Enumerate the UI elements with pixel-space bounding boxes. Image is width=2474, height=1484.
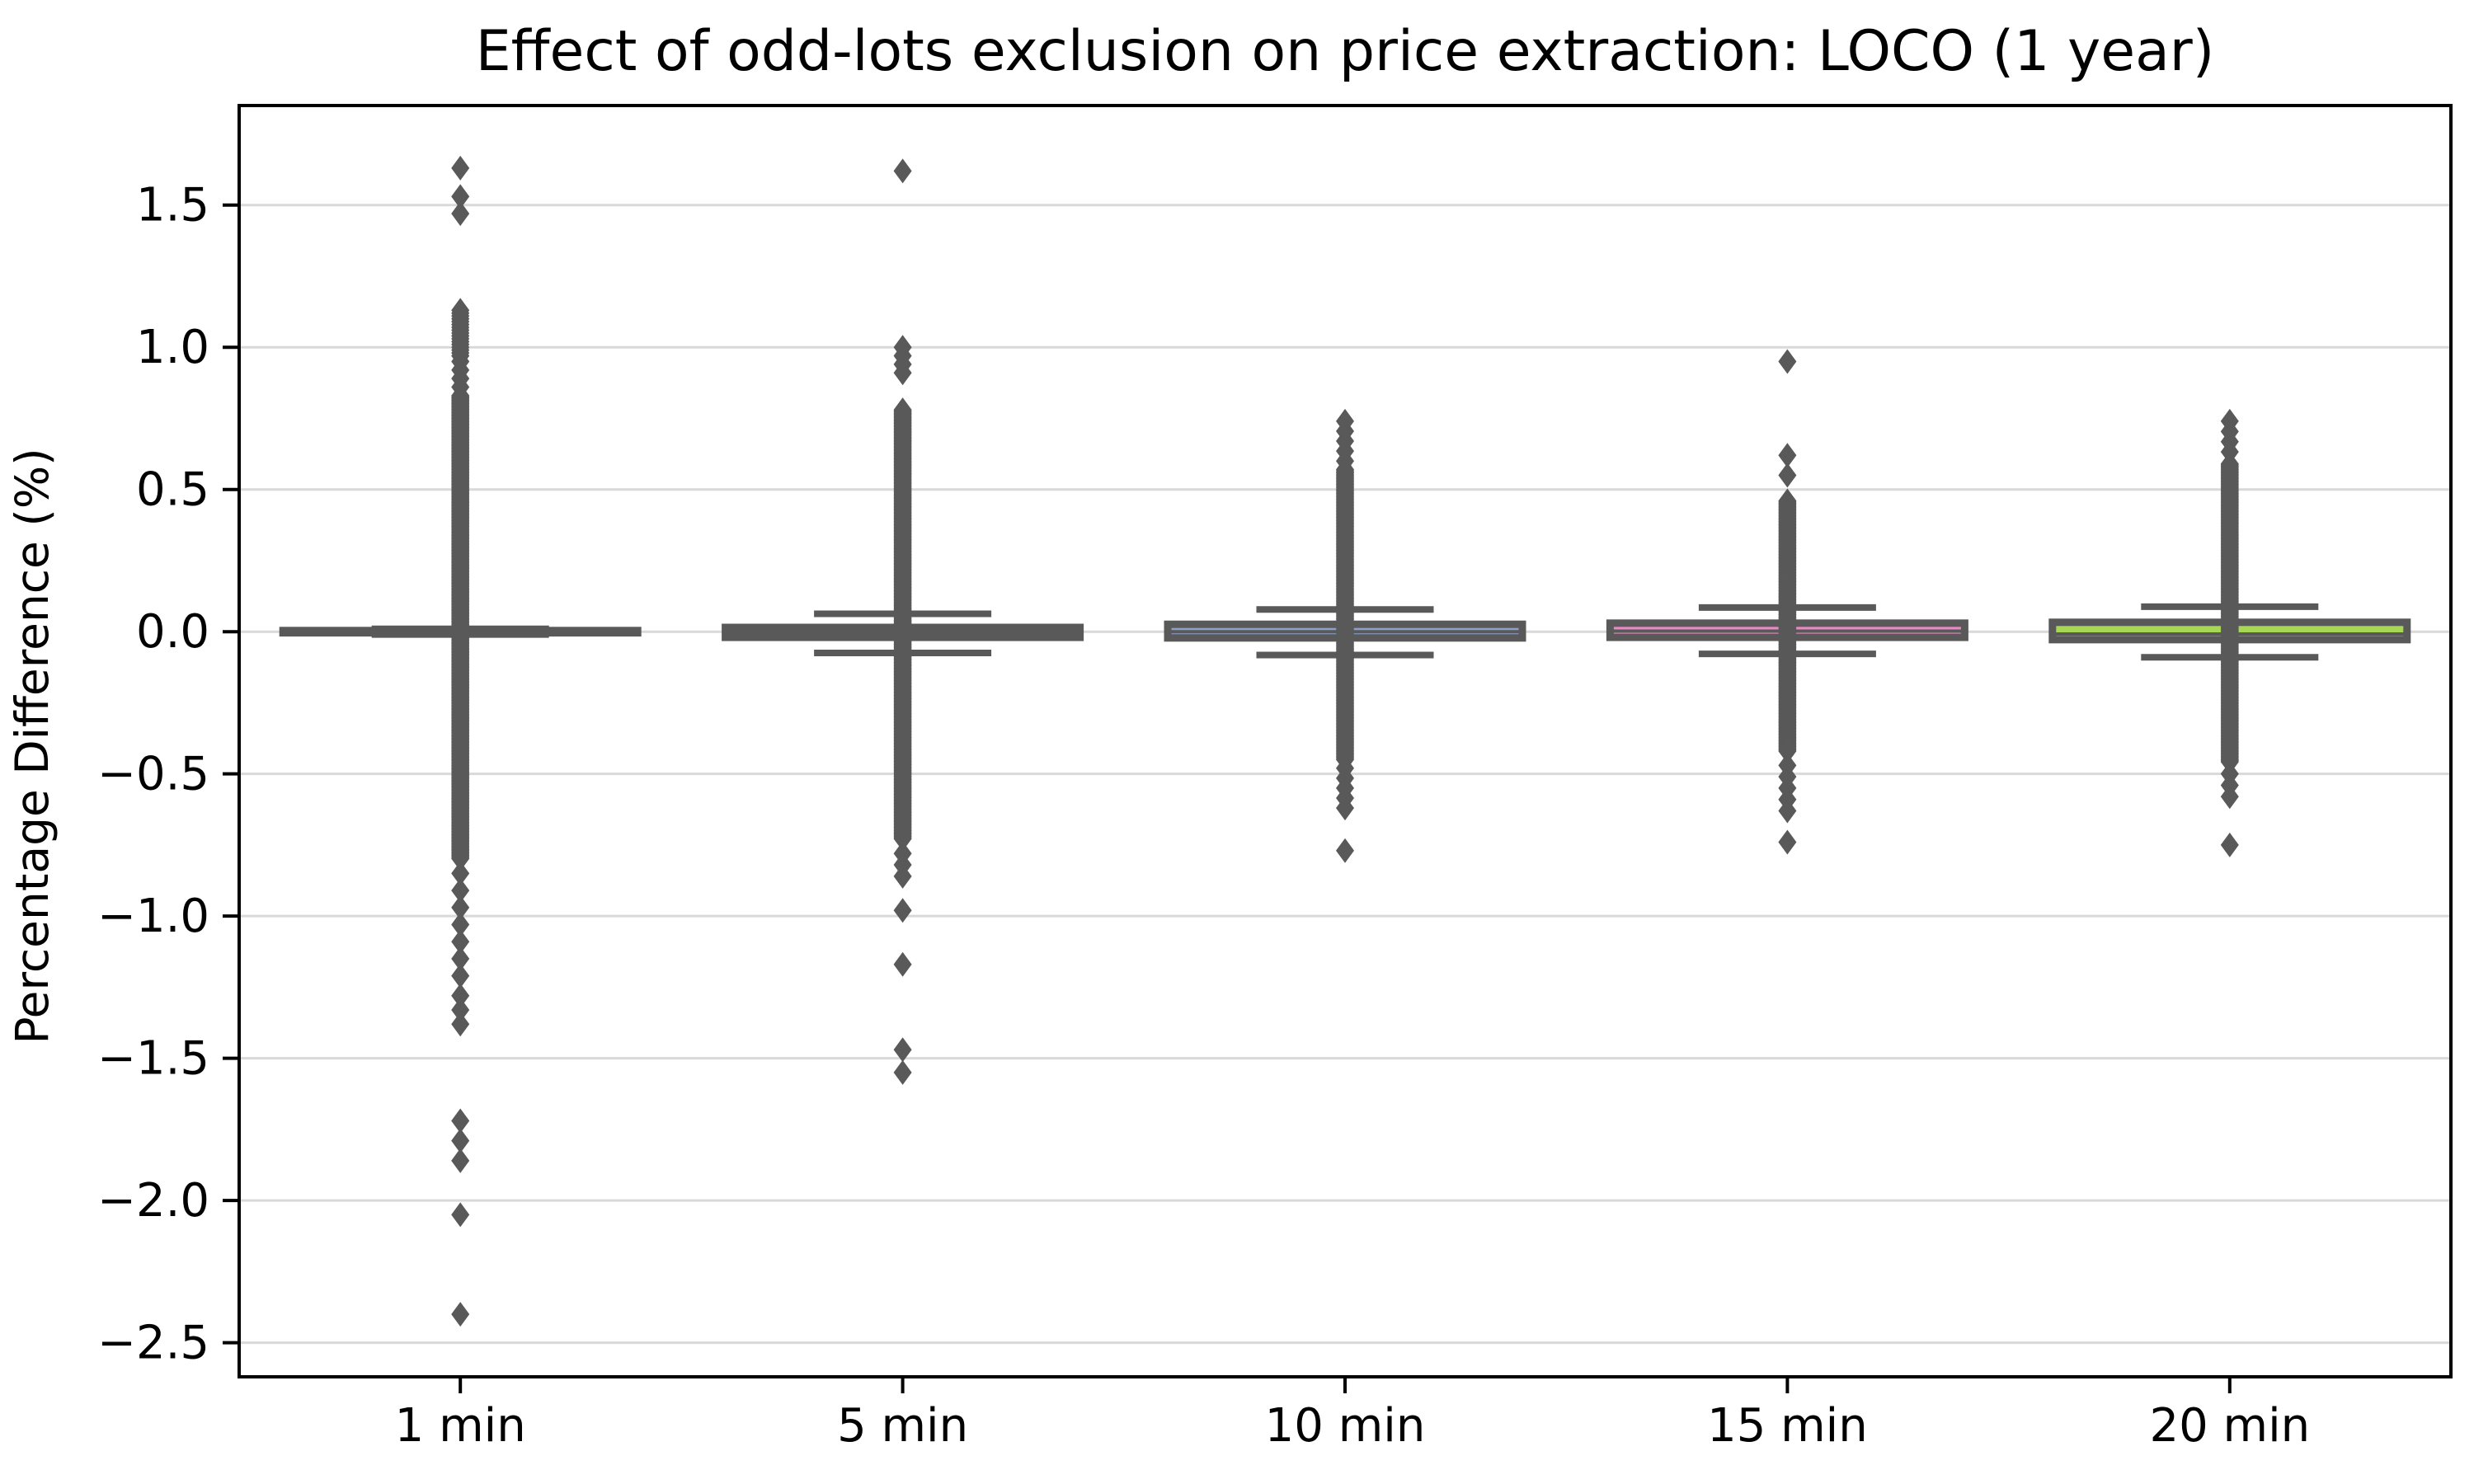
y-tick-label: −2.5 [97, 1317, 209, 1370]
flier-diamond [893, 360, 912, 386]
flier-diamond [893, 863, 912, 889]
flier-diamond [893, 951, 912, 977]
flier-diamond [451, 861, 470, 886]
flier-diamond [451, 963, 470, 989]
box-series [279, 155, 2411, 1327]
flier-diamond [451, 929, 470, 955]
flier-diamond [451, 946, 470, 971]
y-tick-label: 0.5 [136, 463, 209, 517]
y-tick-label: 0.0 [136, 605, 209, 659]
x-tick-label-10-min: 10 min [1265, 1399, 1426, 1453]
box-group-20-min [2048, 408, 2411, 857]
y-tick-label: 1.5 [136, 179, 209, 232]
flier-diamond [1778, 739, 1797, 764]
box-group-10-min [1164, 408, 1526, 863]
flier-diamond [451, 912, 470, 937]
flier-diamond [1778, 443, 1797, 468]
flier-diamond [451, 1108, 470, 1134]
outlier-fliers [1778, 349, 1797, 855]
y-tick-label: −1.5 [97, 1032, 209, 1086]
flier-diamond [2220, 832, 2239, 857]
chart-title: Effect of odd-lots exclusion on price ex… [476, 19, 2215, 84]
axis-tick-labels: 1.5 1.0 0.5 0.0 −0.5 −1.0 −1.5 −2.0 −2.5 1 min 5 m… [97, 179, 2310, 1453]
flier-diamond [893, 898, 912, 923]
axis-ticks [223, 203, 2232, 1393]
flier-diamond [451, 846, 470, 871]
flier-diamond [451, 1302, 470, 1327]
flier-diamond [451, 1148, 470, 1173]
outlier-fliers [1336, 408, 1354, 863]
flier-diamond [1336, 838, 1354, 863]
flier-diamond [893, 1059, 912, 1085]
outlier-fliers [893, 158, 912, 1085]
x-tick-label-5-min: 5 min [837, 1399, 968, 1453]
outlier-fliers [451, 155, 470, 1327]
box-group-15-min [1606, 349, 1968, 855]
flier-diamond [451, 1012, 470, 1037]
flier-diamond [2220, 784, 2239, 810]
x-tick-label-15-min: 15 min [1707, 1399, 1868, 1453]
y-axis-label: Percentage Difference (%) [6, 448, 59, 1044]
outlier-fliers [2220, 408, 2239, 857]
flier-diamond [451, 184, 470, 209]
flier-diamond [1778, 463, 1797, 488]
x-tick-label-1-min: 1 min [395, 1399, 526, 1453]
flier-diamond [451, 983, 470, 1008]
flier-diamond [1778, 829, 1797, 855]
y-tick-label: 1.0 [136, 321, 209, 374]
flier-diamond [893, 158, 912, 184]
flier-diamond [1778, 349, 1797, 374]
y-tick-label: −2.0 [97, 1174, 209, 1228]
box-group-1-min [279, 155, 642, 1327]
flier-diamond [451, 878, 470, 904]
flier-diamond [1336, 796, 1354, 821]
flier-diamond [451, 997, 470, 1022]
flier-diamond [451, 155, 470, 181]
flier-diamond [451, 201, 470, 227]
y-tick-label: −1.0 [97, 890, 209, 943]
flier-diamond [893, 1037, 912, 1063]
flier-diamond [1778, 798, 1797, 824]
box-group-5-min [722, 158, 1084, 1085]
flier-diamond [451, 1128, 470, 1153]
flier-diamond [451, 1202, 470, 1228]
x-tick-label-20-min: 20 min [2149, 1399, 2310, 1453]
y-tick-label: −0.5 [97, 748, 209, 801]
flier-diamond [451, 895, 470, 920]
flier-diamond [893, 826, 912, 852]
